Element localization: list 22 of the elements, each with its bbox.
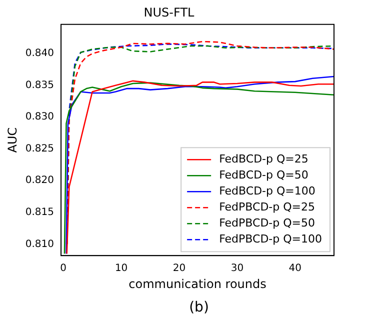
chart-title: NUS-FTL — [144, 5, 195, 20]
x-axis-title: communication rounds — [128, 276, 266, 291]
y-axis-title: AUC — [5, 127, 20, 153]
y-tick-label: 0.810 — [25, 238, 54, 250]
y-tick-label: 0.815 — [25, 207, 54, 218]
legend-label: FedBCD-p Q=50 — [219, 168, 308, 182]
legend-label: FedPBCD-p Q=25 — [219, 200, 316, 214]
y-tick-label: 0.835 — [25, 80, 54, 91]
x-tick-label: 30 — [230, 263, 244, 274]
y-tick-label: 0.825 — [25, 143, 54, 154]
x-tick-label: 40 — [288, 263, 302, 274]
x-tick-label: 20 — [172, 263, 186, 274]
x-tick-label: 0 — [60, 263, 67, 274]
y-tick-label: 0.820 — [25, 175, 54, 186]
legend-label: FedBCD-p Q=100 — [219, 184, 316, 198]
legend-label: FedPBCD-p Q=50 — [219, 216, 316, 230]
legend-label: FedPBCD-p Q=100 — [219, 232, 322, 246]
x-tick-label: 10 — [114, 263, 128, 274]
text: (b) — [189, 300, 209, 316]
y-tick-label: 0.840 — [25, 48, 54, 60]
y-tick-label: 0.830 — [25, 112, 54, 123]
legend-label: FedBCD-p Q=25 — [219, 152, 308, 166]
